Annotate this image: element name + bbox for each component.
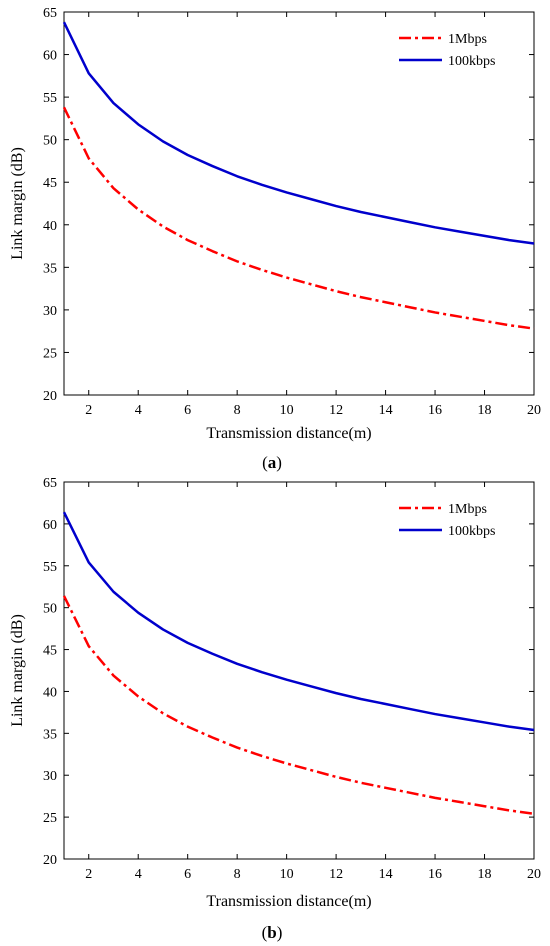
chart-panel-a: 20 25 30 35 40 45 50 55 60 65 2 4 6 8 10 12 14 16 18 20 1M… — [9, 6, 541, 472]
x-tick-label: 20 — [527, 403, 541, 418]
y-axis-label-b: Link margin (dB) — [9, 614, 26, 727]
y-tick-label: 40 — [43, 685, 57, 700]
x-tick-label: 6 — [184, 867, 191, 882]
y-tick-label: 50 — [43, 602, 57, 617]
y-tick-label: 60 — [43, 518, 57, 533]
y-tick-label: 55 — [43, 560, 57, 575]
y-axis-label-a: Link margin (dB) — [9, 147, 26, 260]
x-tick-label: 16 — [428, 867, 442, 882]
legend-label-100kbps: 100kbps — [448, 54, 495, 69]
y-tick-label: 25 — [43, 346, 57, 361]
x-axis-label-b: Transmission distance(m) — [206, 893, 371, 910]
y-tick-label: 20 — [43, 389, 57, 404]
x-tick-label: 4 — [135, 867, 142, 882]
series-line-100kbps — [62, 21, 535, 245]
legend-a: 1Mbps 100kbps — [399, 32, 495, 69]
x-tick-label: 10 — [280, 867, 294, 882]
legend-label-1mbps: 1Mbps — [448, 502, 487, 517]
x-tick-label: 2 — [85, 403, 92, 418]
series-lines-a — [62, 21, 535, 330]
plot-frame-b — [63, 481, 535, 860]
series-line-100kbps — [62, 511, 535, 732]
x-axis-b: 2 4 6 8 10 12 14 16 18 20 — [85, 482, 541, 882]
x-tick-label: 14 — [379, 403, 393, 418]
x-tick-label: 6 — [184, 403, 191, 418]
y-axis-a: 20 25 30 35 40 45 50 55 60 65 — [43, 6, 534, 404]
x-tick-label: 20 — [527, 867, 541, 882]
legend-b: 1Mbps 100kbps — [399, 502, 495, 539]
y-tick-label: 25 — [43, 811, 57, 826]
x-tick-label: 12 — [329, 867, 343, 882]
series-line-1mbps — [62, 595, 535, 815]
x-tick-label: 16 — [428, 403, 442, 418]
x-tick-label: 18 — [478, 403, 492, 418]
y-tick-label: 40 — [43, 219, 57, 234]
plot-frame-a — [63, 11, 535, 396]
x-tick-label: 12 — [329, 403, 343, 418]
series-lines-b — [62, 511, 535, 815]
panel-label-a: (a) — [262, 453, 282, 472]
x-tick-label: 8 — [234, 403, 241, 418]
y-tick-label: 55 — [43, 91, 57, 106]
y-tick-label: 65 — [43, 6, 57, 21]
y-tick-label: 30 — [43, 769, 57, 784]
y-tick-label: 35 — [43, 727, 57, 742]
series-line-1mbps — [62, 106, 535, 330]
y-axis-b: 20 25 30 35 40 45 50 55 60 65 — [43, 476, 534, 868]
panel-label-b: (b) — [262, 923, 283, 942]
y-tick-label: 65 — [43, 476, 57, 491]
panel-letter-b: b — [267, 923, 276, 942]
y-tick-label: 50 — [43, 134, 57, 149]
y-tick-label: 30 — [43, 304, 57, 319]
x-tick-label: 4 — [135, 403, 142, 418]
panel-letter-a: a — [268, 453, 277, 472]
x-tick-label: 10 — [280, 403, 294, 418]
y-tick-label: 35 — [43, 261, 57, 276]
x-tick-label: 8 — [234, 867, 241, 882]
y-tick-label: 45 — [43, 176, 57, 191]
legend-label-1mbps: 1Mbps — [448, 32, 487, 47]
y-tick-label: 45 — [43, 644, 57, 659]
x-tick-label: 2 — [85, 867, 92, 882]
x-axis-label-a: Transmission distance(m) — [206, 425, 371, 442]
legend-label-100kbps: 100kbps — [448, 524, 495, 539]
x-axis-a: 2 4 6 8 10 12 14 16 18 20 — [85, 12, 541, 418]
y-tick-label: 60 — [43, 49, 57, 64]
x-tick-label: 14 — [379, 867, 393, 882]
chart-panel-b: 20 25 30 35 40 45 50 55 60 65 2 4 6 8 10 12 14 16 18 20 1M… — [9, 476, 541, 942]
x-tick-label: 18 — [478, 867, 492, 882]
y-tick-label: 20 — [43, 853, 57, 868]
